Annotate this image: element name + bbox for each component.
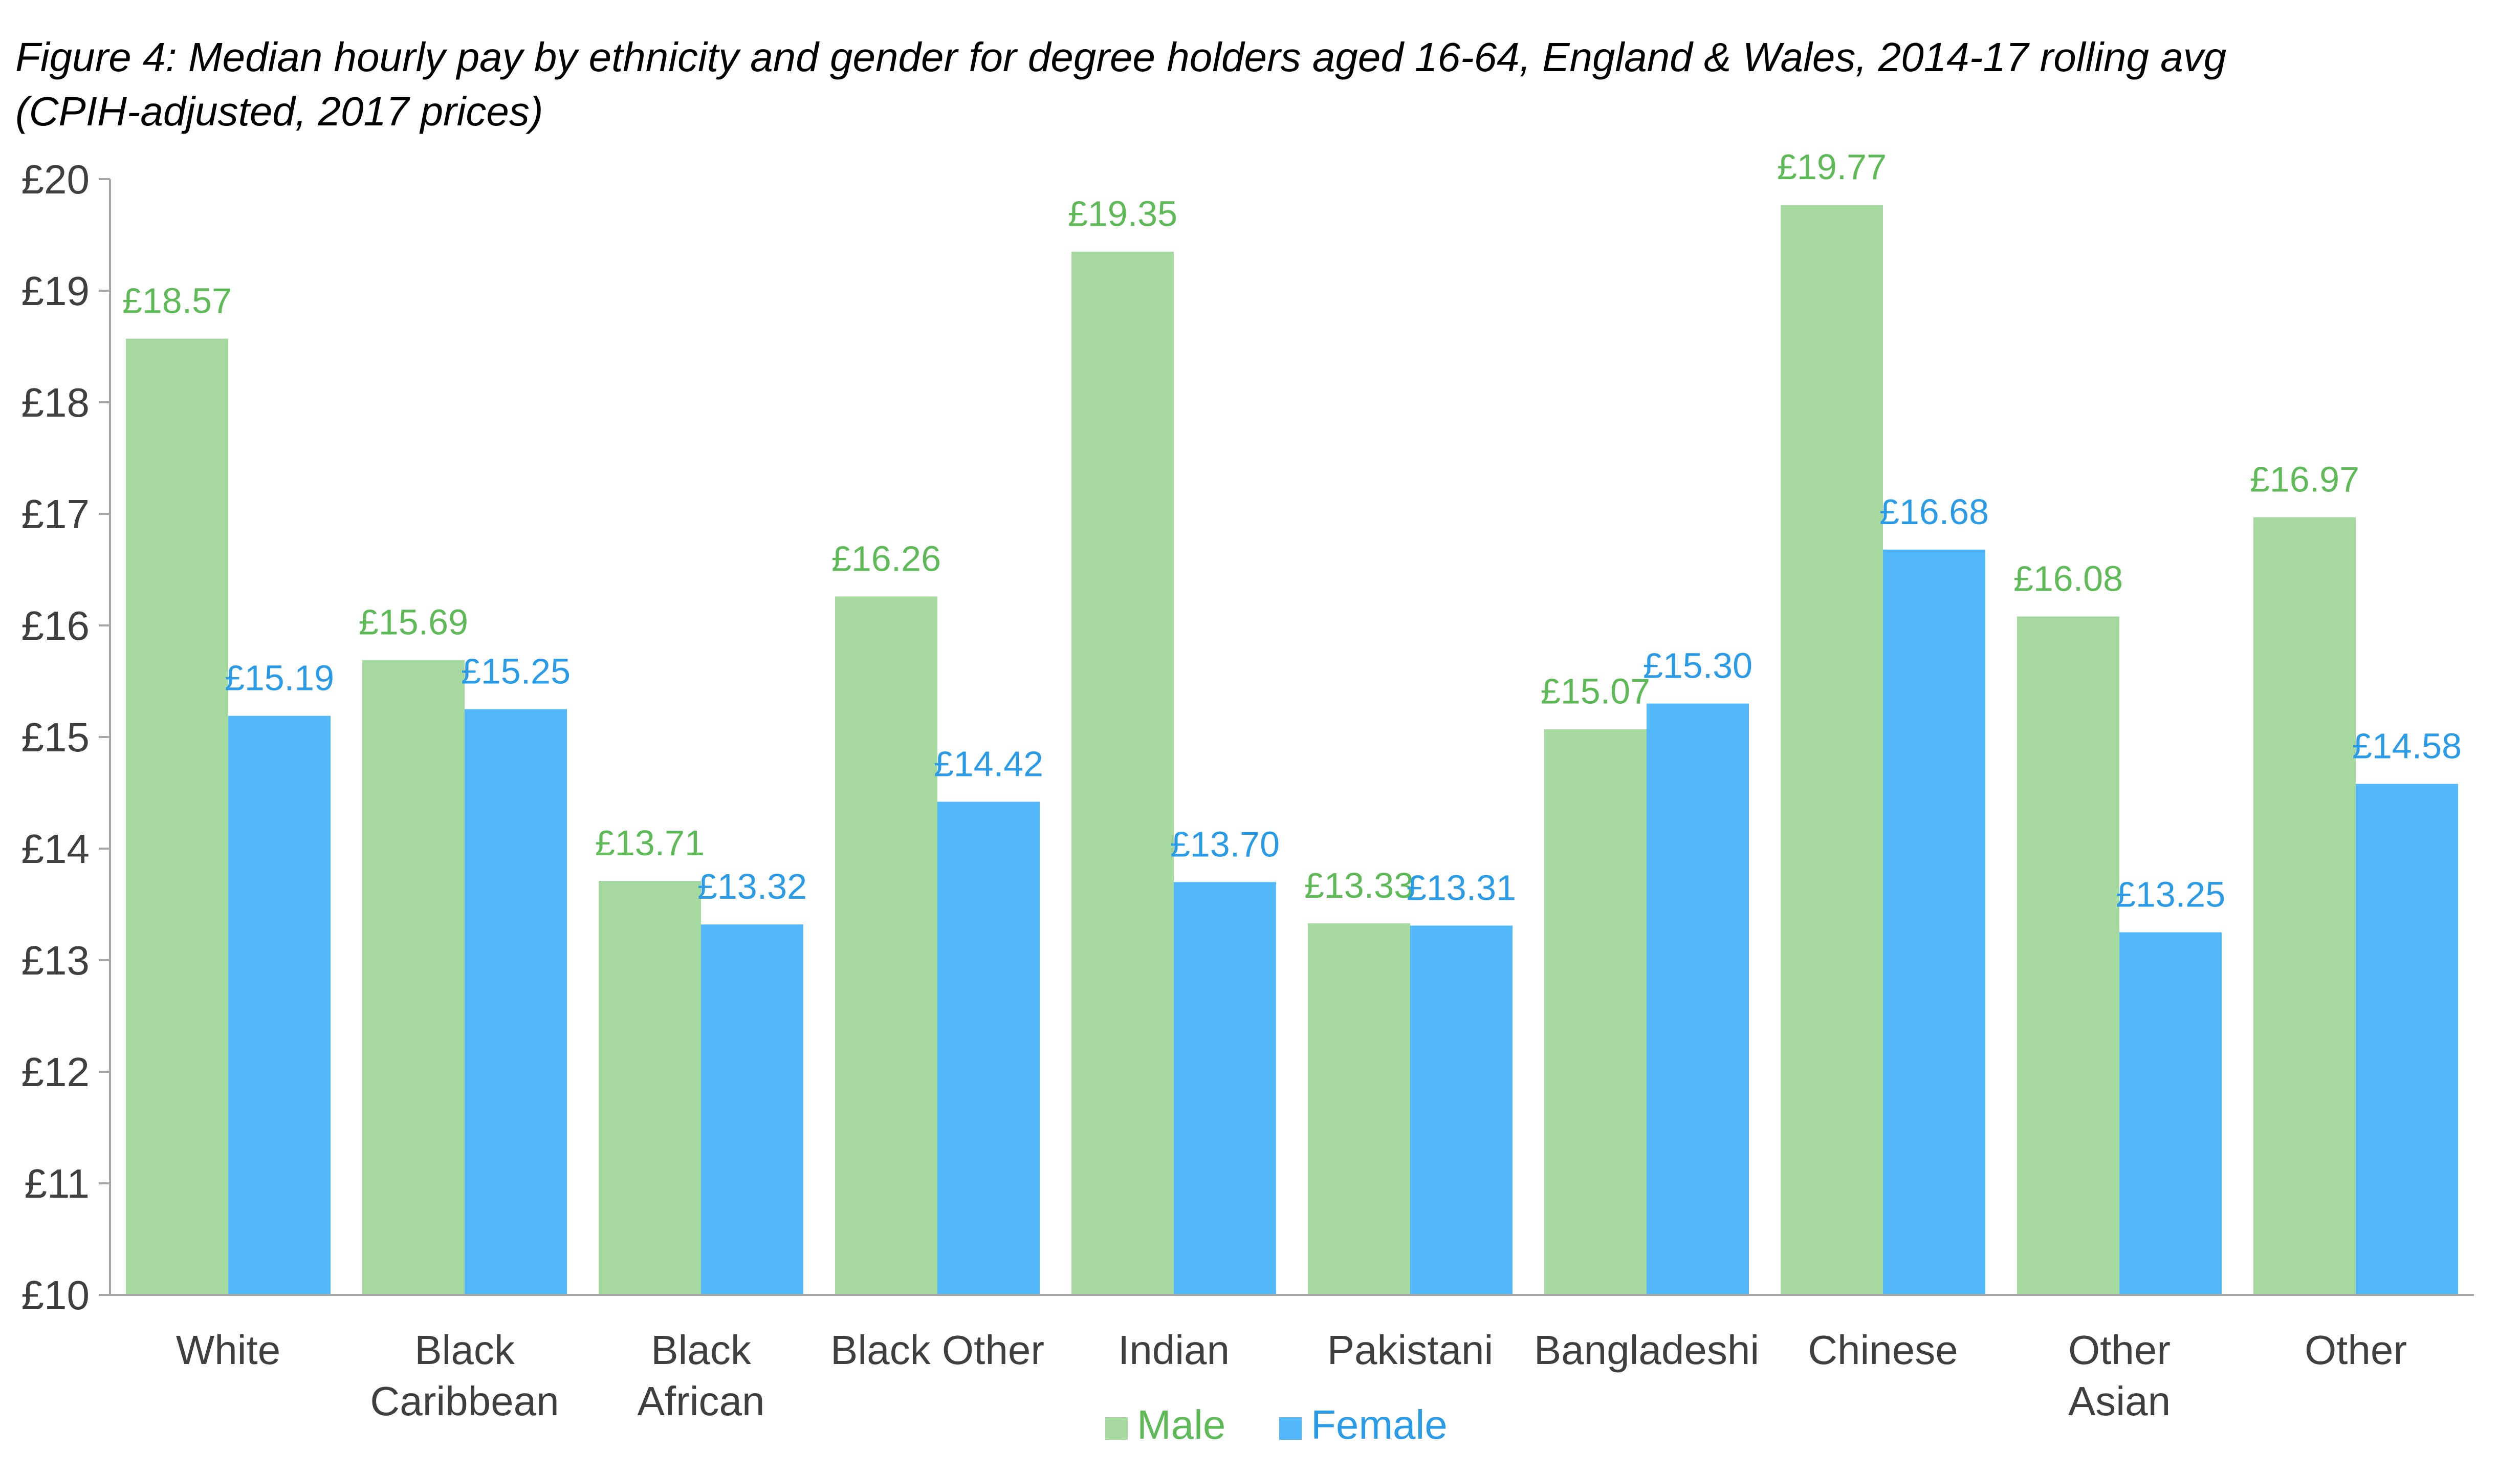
- x-category-label-line: Caribbean: [370, 1378, 559, 1424]
- legend-swatch-female: [1279, 1417, 1302, 1440]
- x-category-label-line: Black: [651, 1327, 752, 1373]
- data-label-male: £16.08: [2013, 559, 2123, 599]
- bar-male-2: [599, 881, 701, 1295]
- data-label-female: £13.70: [1170, 824, 1280, 864]
- data-label-male: £15.07: [1541, 672, 1650, 711]
- y-tick-label: £17: [21, 491, 90, 537]
- y-tick-label: £19: [21, 268, 90, 314]
- bar-female-1: [465, 709, 567, 1295]
- legend-swatch-male: [1105, 1417, 1128, 1440]
- bar-male-5: [1308, 923, 1410, 1295]
- x-category-label-line: Chinese: [1808, 1327, 1958, 1373]
- data-label-male: £19.77: [1777, 147, 1887, 187]
- bar-female-4: [1174, 882, 1276, 1295]
- y-tick-label: £13: [21, 938, 90, 983]
- data-label-male: £19.35: [1068, 194, 1177, 234]
- data-label-female: £14.42: [934, 744, 1043, 784]
- x-category-label-line: African: [638, 1378, 765, 1424]
- x-category-label: Bangladeshi: [1534, 1327, 1759, 1373]
- data-label-female: £15.30: [1643, 646, 1752, 686]
- bar-male-3: [835, 596, 937, 1295]
- bar-female-9: [2356, 784, 2458, 1295]
- x-category-label: White: [176, 1327, 281, 1373]
- bar-female-5: [1410, 925, 1513, 1295]
- x-category-label-line: Black Other: [830, 1327, 1044, 1373]
- x-category-label-line: Asian: [2068, 1378, 2171, 1424]
- bar-male-1: [362, 660, 465, 1295]
- y-tick-label: £18: [21, 380, 90, 425]
- y-tick-label: £12: [21, 1049, 90, 1095]
- x-category-label-line: Indian: [1118, 1327, 1230, 1373]
- legend-label-female: Female: [1311, 1402, 1448, 1447]
- x-category-label: Black Other: [830, 1327, 1044, 1373]
- legend-label-male: Male: [1137, 1402, 1225, 1447]
- bar-male-7: [1781, 205, 1883, 1295]
- bar-male-8: [2017, 616, 2119, 1295]
- x-category-label-line: Other: [2305, 1327, 2407, 1373]
- bar-male-9: [2253, 517, 2356, 1295]
- bar-female-6: [1647, 703, 1749, 1295]
- x-category-label: Pakistani: [1327, 1327, 1494, 1373]
- data-label-female: £15.19: [225, 658, 334, 698]
- x-category-label-line: Bangladeshi: [1534, 1327, 1759, 1373]
- data-label-female: £13.32: [697, 867, 807, 906]
- bar-female-7: [1883, 549, 1985, 1295]
- x-category-label: Other Asian: [2068, 1327, 2171, 1424]
- y-tick-label: £14: [21, 826, 90, 872]
- data-label-female: £14.58: [2352, 726, 2462, 766]
- x-category-label: Indian: [1118, 1327, 1230, 1373]
- bar-female-8: [2119, 932, 2222, 1295]
- x-category-label-line: Black: [414, 1327, 515, 1373]
- chart-subtitle: (CPIH-adjusted, 2017 prices): [15, 89, 543, 134]
- y-tick-label: £10: [21, 1272, 90, 1318]
- x-category-label: Black African: [638, 1327, 765, 1424]
- y-tick-label: £20: [21, 157, 90, 202]
- x-category-label: Chinese: [1808, 1327, 1958, 1373]
- data-label-male: £18.57: [122, 281, 232, 321]
- bar-male-6: [1544, 729, 1647, 1295]
- y-tick-label: £16: [21, 603, 90, 648]
- data-label-male: £16.26: [831, 538, 941, 578]
- x-category-label-line: Other: [2068, 1327, 2171, 1373]
- x-category-label: Black Caribbean: [370, 1327, 559, 1424]
- data-label-female: £13.25: [2116, 875, 2225, 915]
- data-label-female: £15.25: [461, 652, 571, 691]
- data-label-male: £16.97: [2250, 460, 2359, 500]
- data-label-female: £13.31: [1407, 868, 1516, 907]
- x-category-label: Other: [2305, 1327, 2407, 1373]
- data-label-male: £13.71: [595, 823, 705, 863]
- bar-male-4: [1071, 251, 1174, 1295]
- bar-female-2: [701, 924, 803, 1295]
- chart-title: Figure 4: Median hourly pay by ethnicity…: [15, 34, 2227, 80]
- x-category-label-line: Pakistani: [1327, 1327, 1494, 1373]
- data-label-female: £16.68: [1879, 492, 1989, 532]
- x-category-label-line: White: [176, 1327, 281, 1373]
- data-label-male: £15.69: [359, 602, 468, 642]
- bar-female-0: [228, 716, 331, 1295]
- bar-male-0: [126, 338, 228, 1295]
- y-tick-label: £15: [21, 715, 90, 760]
- y-tick-label: £11: [24, 1161, 90, 1206]
- data-label-male: £13.33: [1304, 865, 1414, 905]
- bar-female-3: [937, 802, 1040, 1295]
